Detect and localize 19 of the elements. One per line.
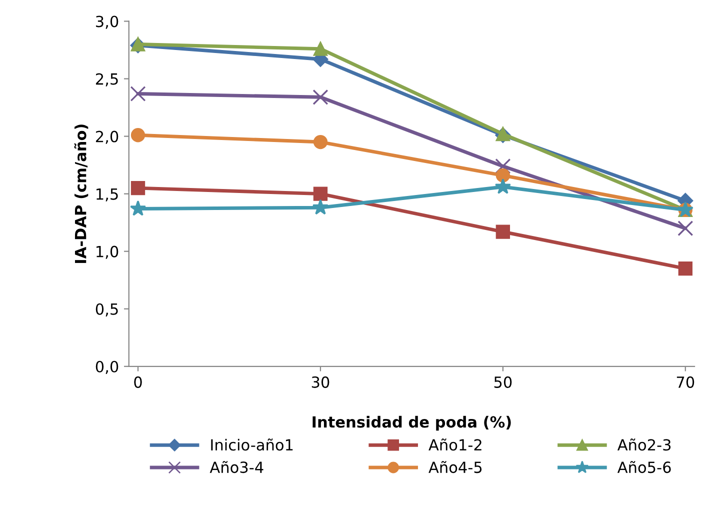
x-axis-title: Intensidad de poda (%) [312,416,511,431]
y-tick-label: 1,0 [96,246,118,259]
legend-label: Año4-5 [428,460,482,474]
x-tick-label: 30 [312,376,330,388]
y-tick-label: 0,0 [96,360,118,374]
y-tick-label: 1,5 [96,188,118,202]
x-tick-label: 50 [494,376,512,388]
y-axis-title: IA-DAP (cm/año) [74,124,88,263]
y-tick-label: 2,5 [96,73,118,86]
x-tick-label: 0 [134,376,142,388]
legend-label: Año1-2 [428,438,482,451]
legend-label: Año3-4 [210,460,264,474]
y-tick-label: 0,5 [96,303,118,316]
legend-label: Año2-3 [617,438,671,451]
y-tick-label: 3,0 [96,16,118,29]
y-tick-label: 2,0 [96,130,118,144]
x-tick-label: 70 [676,376,694,388]
legend-label: Año5-6 [617,460,671,474]
legend-label: Inicio-año1 [211,438,293,451]
